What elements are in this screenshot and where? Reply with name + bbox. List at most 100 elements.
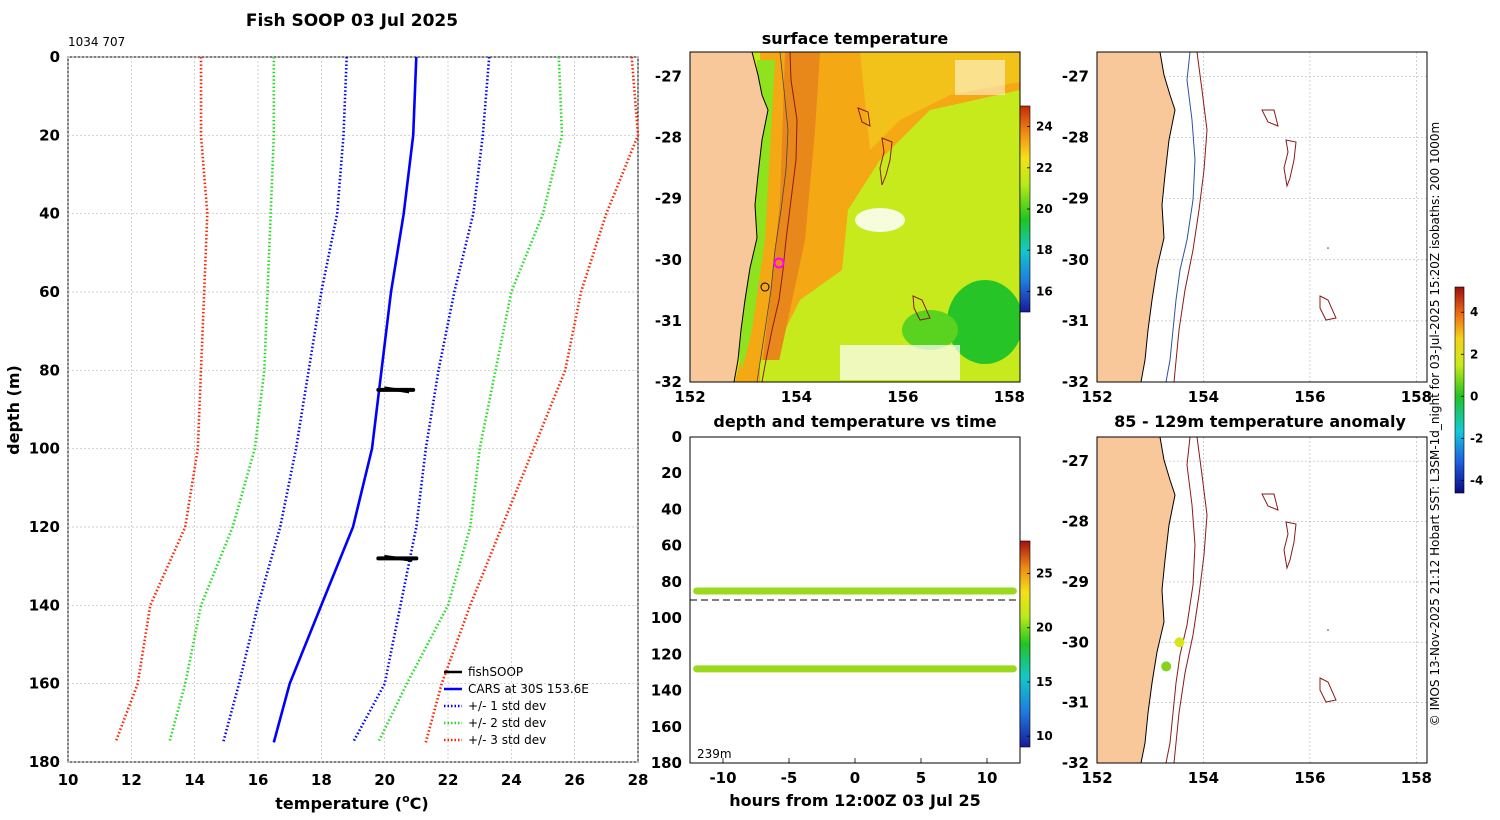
map-xtick: 154 (1188, 388, 1219, 406)
profile-xtick: 14 (184, 771, 205, 789)
profile-ytick: 0 (50, 48, 60, 66)
profile-ytick: 100 (29, 440, 60, 458)
depth-time-xtick: 0 (850, 769, 860, 787)
profile-xtick: 28 (628, 771, 649, 789)
depth-time-ytick: 180 (651, 754, 682, 772)
profile-series-line (377, 56, 564, 743)
map-ytick: -32 (1062, 754, 1089, 772)
depth-time-ytick: 160 (651, 718, 682, 736)
depth-time-ytick: 100 (651, 609, 682, 627)
profile-ytick: 120 (29, 518, 60, 536)
legend-entry: +/- 3 std dev (468, 733, 546, 747)
colorbar-tick: 24 (1036, 120, 1053, 134)
anomaly-map: 85 - 129m temperature anomaly 152 154 156 1… (1062, 286, 1483, 787)
depth-time-xtick: 10 (977, 769, 998, 787)
colorbar-tick: 25 (1036, 567, 1053, 581)
map-ytick: -32 (655, 373, 682, 391)
map-ytick: -30 (1062, 633, 1089, 651)
map-ytick: -30 (655, 251, 682, 269)
map-ytick: -31 (1062, 694, 1089, 712)
colorbar-tick: 10 (1036, 729, 1053, 743)
depth-time-colorbar (1019, 540, 1031, 748)
profile-xtick: 26 (564, 771, 585, 789)
map-xtick: 158 (1401, 769, 1432, 787)
legend-entry: CARS at 30S 153.6E (468, 682, 589, 696)
map-ytick: -32 (1062, 373, 1089, 391)
depth-time-ytick: 0 (672, 428, 682, 446)
depth-time-title: depth and temperature vs time (713, 412, 996, 431)
profile-xtick: 10 (58, 771, 79, 789)
sst-ship-marker (773, 257, 785, 269)
map-ytick: -29 (1062, 573, 1089, 591)
profile-ytick: 180 (29, 753, 60, 771)
sst-reference-marker (760, 282, 770, 292)
depth-time-xtick: -5 (781, 769, 798, 787)
map-ytick: -29 (1062, 190, 1089, 208)
profile-ylabel: depth (m) (4, 365, 23, 455)
profile-ytick: 140 (29, 596, 60, 614)
profile-ytick: 40 (39, 205, 60, 223)
profile-series-line (272, 56, 418, 743)
id-label: 1034 707 (68, 35, 125, 49)
profile-ytick: 20 (39, 126, 60, 144)
colorbar-tick: 22 (1036, 161, 1053, 175)
depth-time-ytick: 80 (661, 573, 682, 591)
profile-xtick: 18 (311, 771, 332, 789)
profile-series-line (114, 57, 209, 743)
profile-xtick: 20 (374, 771, 395, 789)
map-xtick: 154 (1188, 769, 1219, 787)
map-xtick: 156 (1294, 769, 1325, 787)
profile-ytick: 60 (39, 283, 60, 301)
colorbar-tick: 15 (1036, 675, 1053, 689)
depth-time-xtick: -10 (709, 769, 736, 787)
map-xtick: 158 (1401, 388, 1432, 406)
colorbar-tick: 0 (1470, 389, 1478, 403)
profile-ytick: 80 (39, 361, 60, 379)
profile-series-line (351, 56, 491, 744)
colorbar-tick: -2 (1470, 431, 1483, 445)
profile-series-line (424, 56, 640, 743)
map-xtick: 156 (887, 388, 918, 406)
depth-time-annotation: 239m (697, 747, 732, 761)
colorbar-tick: 4 (1470, 305, 1478, 319)
map-ytick: -27 (1062, 452, 1089, 470)
map-ytick: -31 (1062, 312, 1089, 330)
copyright-text: © IMOS 13-Nov-2025 21:12 Hobart SST: L3S… (1428, 122, 1442, 726)
profile-series-line (221, 56, 348, 743)
profile-plot: 10 12 14 16 18 20 22 24 26 28 0 20 40 60 80 100 120 140 16… (4, 48, 648, 813)
legend-entry: fishSOOP (468, 665, 523, 679)
depth-time-ytick: 140 (651, 682, 682, 700)
colorbar-tick: 20 (1036, 202, 1053, 216)
map-ytick: -28 (1062, 129, 1089, 147)
map-ytick: -27 (1062, 67, 1089, 85)
profile-ytick: 160 (29, 675, 60, 693)
anomaly-title: 85 - 129m temperature anomaly (1114, 412, 1406, 431)
anomaly-point (1161, 661, 1172, 672)
anomaly-colorbar (1454, 286, 1465, 494)
fishsoop-segment (384, 386, 410, 394)
profile-xtick: 16 (248, 771, 269, 789)
profile-axes-frame (67, 56, 639, 763)
anomaly-point (1174, 637, 1185, 648)
map-xtick: 158 (994, 388, 1025, 406)
profile-xtick: 24 (501, 771, 522, 789)
sst-field (690, 52, 1020, 382)
sst-map: surface temperature 152 154 156 158 -27 -28 -2… (655, 29, 1053, 406)
depth-time-ytick: 120 (651, 645, 682, 663)
depth-time-ytick: 20 (661, 464, 682, 482)
profile-legend: fishSOOP CARS at 30S 153.6E +/- 1 std dev +… (444, 665, 589, 747)
profile-xtick: 22 (438, 771, 459, 789)
map-ytick: -31 (655, 312, 682, 330)
isobath-map: 152 154 156 158 -27 -28 -29 -30 -31 -32 (1062, 51, 1432, 406)
map-ytick: -29 (655, 190, 682, 208)
colorbar-tick: 18 (1036, 243, 1053, 257)
map-ytick: -28 (655, 129, 682, 147)
depth-time-ytick: 40 (661, 500, 682, 518)
colorbar-tick: -4 (1470, 473, 1483, 487)
colorbar-tick: 20 (1036, 621, 1053, 635)
legend-entry: +/- 1 std dev (468, 699, 546, 713)
depth-time-plot: depth and temperature vs time -10 -5 0 5 100… (651, 412, 1053, 810)
map-ytick: -30 (1062, 251, 1089, 269)
profile-xtick: 12 (121, 771, 142, 789)
